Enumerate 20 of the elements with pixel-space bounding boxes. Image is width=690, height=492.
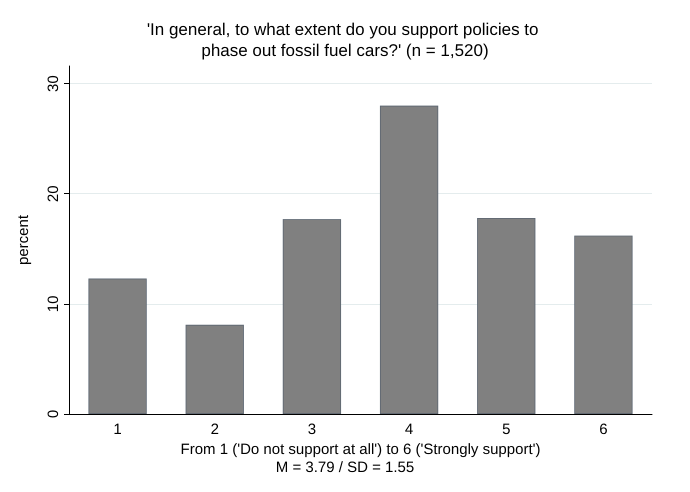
x-tick-label: 2 (210, 421, 219, 438)
chart-title: 'In general, to what extent do you support policies to phase out fossil fuel cars?' (n = 1,520) (146, 20, 544, 60)
y-tick-label: 30 (45, 75, 62, 92)
x-tick-label: 4 (404, 421, 414, 438)
y-axis-title: percent (15, 214, 32, 266)
bar (282, 219, 342, 414)
x-tick-label: 6 (599, 421, 608, 438)
text: M = 3.79 / SD = 1.55 (276, 459, 414, 476)
bar (477, 218, 536, 414)
bar (574, 236, 633, 414)
x-axis-title: From 1 ('Do not support at all') to 6 ('Strongly support') (180, 440, 540, 458)
x-tick-label: 5 (502, 421, 510, 438)
y-tick-label: 10 (45, 296, 62, 312)
x-tick-label: 1 (113, 421, 122, 438)
y-tick-label: 0 (45, 410, 62, 418)
x-tick-label: 3 (308, 421, 316, 438)
bar (186, 324, 244, 414)
bar (380, 106, 438, 414)
y-tick-label: 20 (45, 185, 62, 202)
bar (88, 278, 147, 414)
